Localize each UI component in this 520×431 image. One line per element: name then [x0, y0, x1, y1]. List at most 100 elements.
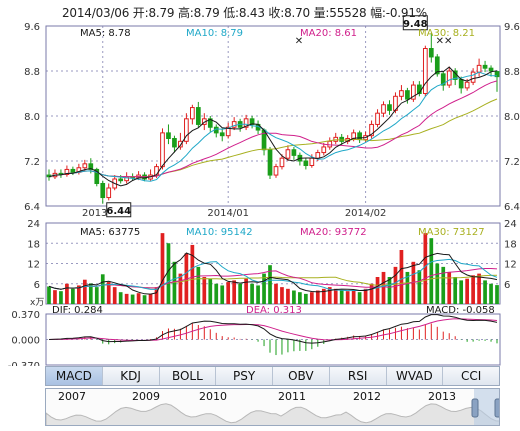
volume-bar: [315, 290, 320, 304]
high-label: 高:: [178, 6, 194, 20]
stock-chart[interactable]: 9.6 9.6 8.8 8.8 8.0 8.0 7.2 7.2 6.4 6.4 2013/12 201…: [0, 0, 520, 366]
price-tick-left: 6.4: [24, 202, 40, 213]
volume-bar: [304, 293, 308, 304]
candle-body: [160, 132, 165, 168]
tab-psy[interactable]: PSY: [216, 367, 273, 385]
volume-bar: [363, 288, 368, 304]
candle-body: [285, 149, 291, 159]
volume-bar: [65, 283, 69, 304]
price-tick-right: 8.8: [504, 67, 520, 78]
tab-obv[interactable]: OBV: [273, 367, 330, 385]
candle-body: [381, 104, 386, 114]
candle-body: [219, 132, 225, 137]
timeline-area-shape: [46, 403, 499, 425]
legend-entry: MA30: 8.21: [418, 28, 475, 39]
high-value: 8.79: [193, 6, 220, 20]
volume-bar: [411, 261, 416, 304]
volume-bar: [280, 287, 284, 304]
change-value: -0.91%: [385, 6, 427, 20]
candle-body: [178, 140, 183, 148]
low-label: 低:: [223, 6, 239, 20]
volume-bar: [399, 250, 404, 304]
indicator-tabs: MACD KDJ BOLL PSY OBV RSI WVAD CCI: [45, 366, 500, 386]
volume-bar: [292, 290, 296, 304]
date-tick-label: 2013/12: [82, 208, 124, 219]
legend-entry: MA20: 93772: [300, 227, 367, 238]
candle-body: [207, 118, 213, 128]
volume-bar: [435, 263, 440, 304]
candle-body: [64, 168, 70, 175]
candle-body: [446, 70, 452, 86]
timeline-year: 2012: [353, 390, 381, 403]
macd-panel: 0.370 0.000 -0.370 DIF: 0.284 DEA: 0.313 MACD…: [8, 305, 501, 366]
timeline-handle-left: [471, 398, 479, 418]
legend-entry: MA5: 63775: [80, 227, 140, 238]
volume-label: 量:: [313, 6, 330, 20]
price-panel: 9.6 9.6 8.8 8.8 8.0 8.0 7.2 7.2 6.4 6.4 2013/12 201…: [24, 15, 520, 219]
price-frame: [45, 25, 501, 207]
candle-body: [440, 73, 446, 86]
close-label: 收:: [268, 6, 285, 20]
legend-entry: MA10: 8.79: [186, 28, 243, 39]
volume-bar: [238, 283, 242, 304]
tab-rsi[interactable]: RSI: [330, 367, 387, 385]
tab-boll[interactable]: BOLL: [160, 367, 217, 385]
volume-bar: [459, 280, 464, 304]
volume-bar: [441, 266, 446, 304]
volume-bar: [286, 288, 290, 304]
volume-bar: [160, 233, 165, 304]
volume-tick-left: 24: [27, 219, 40, 230]
volume-bar: [321, 288, 326, 304]
tab-wvad[interactable]: WVAD: [387, 367, 444, 385]
legend-entry: MA10: 95142: [186, 227, 253, 238]
tab-kdj[interactable]: KDJ: [103, 367, 160, 385]
volume-bar: [244, 278, 248, 304]
candle-body: [464, 81, 470, 89]
candle-body: [172, 138, 177, 148]
candle-body: [387, 104, 392, 111]
volume-bar: [447, 271, 452, 304]
volume-bar: [148, 293, 153, 304]
volume-bar: [369, 283, 374, 304]
candle-body: [225, 126, 231, 137]
volume-bar: [142, 295, 147, 304]
vol-ma20-line: [48, 268, 498, 290]
legend-entry: MACD: -0.058: [426, 305, 495, 316]
volume-bar: [196, 266, 201, 304]
volume-bar: [190, 244, 195, 304]
price-tick-left: 9.6: [24, 22, 40, 33]
volume-tick-right: 12: [504, 260, 517, 271]
macd-frame: [45, 313, 501, 366]
vol-ma5-line: [48, 252, 498, 295]
timeline-year: 2013: [428, 390, 456, 403]
volume-bar: [82, 279, 87, 304]
volume-bar: [88, 283, 93, 304]
candle-body: [315, 152, 321, 159]
timeline-navigator[interactable]: 2007 2009 2010 2011 2012 2013: [45, 388, 500, 426]
legend-entry: DEA: 0.313: [246, 305, 302, 316]
tab-cci[interactable]: CCI: [460, 369, 482, 383]
timeline-year: 2010: [199, 390, 227, 403]
candle-body: [458, 78, 464, 89]
volume-bar: [178, 273, 183, 304]
price-annotation-label: 9.48: [403, 19, 428, 30]
volume-bar: [118, 292, 123, 304]
volume-bar: [339, 290, 344, 304]
date-tick-label: 2014/01: [207, 208, 249, 219]
candle-body: [279, 157, 285, 168]
dif-line: [48, 314, 498, 344]
price-annotation-box: [106, 202, 132, 218]
candle-body: [434, 56, 440, 75]
candle-body: [428, 48, 434, 58]
volume-bar: [274, 283, 278, 304]
price-tick-left: 7.2: [24, 157, 40, 168]
timeline-year: 2011: [278, 390, 306, 403]
candle-body: [411, 84, 416, 100]
tab-macd[interactable]: MACD: [46, 367, 103, 385]
volume-bar: [381, 271, 386, 304]
volume-bar: [298, 292, 302, 304]
volume-bar: [327, 287, 332, 304]
volume-bar: [214, 283, 219, 304]
timeline-area: [46, 389, 499, 425]
change-label: 幅:: [370, 6, 386, 20]
